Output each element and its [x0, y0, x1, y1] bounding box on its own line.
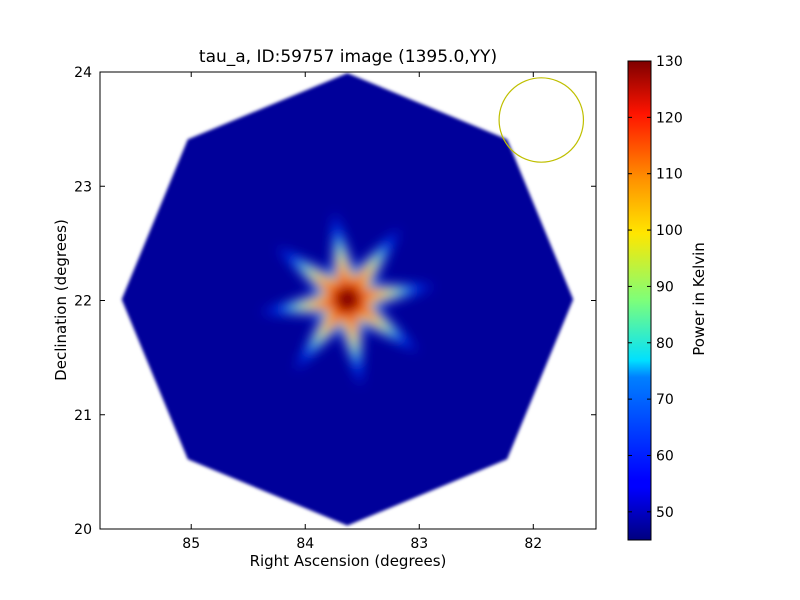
- y-axis-label: Declination (degrees): [52, 219, 70, 381]
- x-tick-label: 84: [296, 536, 314, 552]
- colorbar-tick-label: 60: [656, 448, 674, 464]
- colorbar-tick-label: 70: [656, 392, 674, 408]
- colorbar-tick-label: 130: [656, 54, 683, 70]
- y-tick-label: 20: [74, 522, 92, 538]
- source-core: [334, 286, 360, 312]
- colorbar-label: Power in Kelvin: [690, 242, 708, 356]
- colorbar-tick-label: 120: [656, 110, 683, 126]
- colorbar-ticks: 50 60 70 80 90 100 110 120 130: [628, 54, 683, 521]
- colorbar-tick-label: 110: [656, 167, 683, 183]
- source-emission: [259, 211, 435, 387]
- x-tick-label: 83: [410, 536, 428, 552]
- y-tick-label: 21: [74, 408, 92, 424]
- y-tick-label: 22: [74, 294, 92, 310]
- colorbar-tick-label: 100: [656, 223, 683, 239]
- y-axis-ticks: 20 21 22 23 24: [74, 65, 596, 538]
- colorbar-tick-label: 50: [656, 505, 674, 521]
- y-tick-label: 24: [74, 65, 92, 81]
- x-axis-label: Right Ascension (degrees): [250, 552, 447, 570]
- y-tick-label: 23: [74, 179, 92, 195]
- beam-marker-circle: [498, 77, 585, 163]
- colorbar-tick-label: 80: [656, 336, 674, 352]
- x-tick-label: 85: [182, 536, 200, 552]
- colorbar-tick-label: 90: [656, 279, 674, 295]
- x-axis-ticks: 85 84 83 82: [182, 72, 542, 552]
- chart-title: tau_a, ID:59757 image (1395.0,YY): [199, 47, 497, 67]
- colorbar: [627, 60, 652, 541]
- x-tick-label: 82: [524, 536, 542, 552]
